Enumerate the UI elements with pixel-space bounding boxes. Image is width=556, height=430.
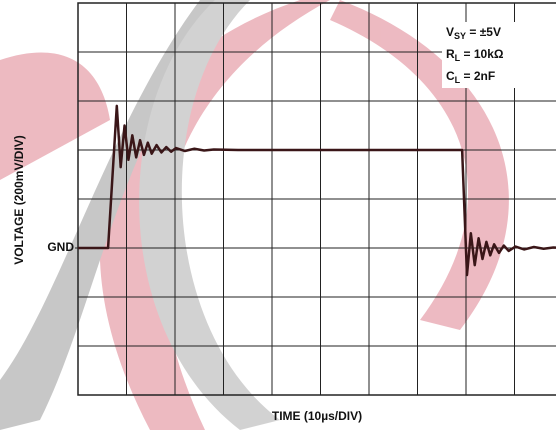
watermark-arc <box>0 0 240 430</box>
annotation: VSY = ±5V <box>446 25 501 41</box>
watermark <box>0 0 509 430</box>
y-axis-label: VOLTAGE (200mV/DIV) <box>12 135 26 265</box>
annotation-subscript: L <box>455 53 461 63</box>
annotation-value: = ±5V <box>466 25 501 39</box>
annotation-value: = 2nF <box>460 69 495 83</box>
annotation-value: = 10kΩ <box>460 47 504 61</box>
annotation: RL = 10kΩ <box>446 47 504 63</box>
plot-frame <box>77 2 556 396</box>
y-tick-label: GND <box>47 240 74 254</box>
annotation-symbol: V <box>446 25 454 39</box>
x-axis-label: TIME (10µs/DIV) <box>272 409 362 423</box>
watermark-arc <box>0 52 110 180</box>
annotation: CL = 2nF <box>446 69 495 85</box>
annotation-symbol: C <box>446 69 455 83</box>
annotation-subscript: SY <box>454 31 466 41</box>
annotation-subscript: L <box>455 75 461 85</box>
trace <box>78 104 556 277</box>
annotation-symbol: R <box>446 47 455 61</box>
watermark-arc <box>139 0 280 430</box>
annotation-box <box>442 22 556 88</box>
